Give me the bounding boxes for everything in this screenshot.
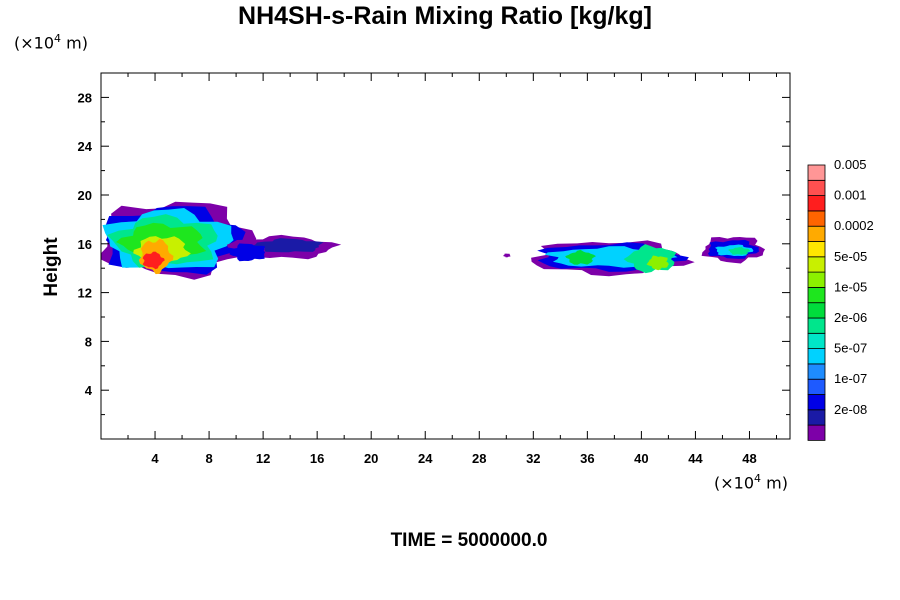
colorbar-swatch: [807, 225, 826, 242]
field-contour-1e-05: [646, 255, 669, 271]
colorbar-label: 5e-07: [834, 341, 867, 356]
colorbar-label: 5e-05: [834, 249, 867, 264]
colorbar-swatch: [807, 210, 826, 227]
y-tick-label: 24: [78, 139, 93, 154]
field-contour-core: [142, 251, 165, 270]
y-tick-label: 12: [78, 286, 92, 301]
x-tick-label: 40: [634, 451, 648, 466]
x-tick-label: 28: [472, 451, 486, 466]
x-tick-label: 24: [418, 451, 433, 466]
colorbar-label: 1e-05: [834, 279, 867, 294]
field-contour-2e-08: [503, 253, 511, 258]
x-axis: 4 8 12 16 20 24 28 32 36 40 44 48: [127, 73, 777, 466]
field-contour-1e-07: [253, 238, 324, 253]
colorbar-swatch: [807, 256, 826, 273]
colorbar-swatch: [807, 164, 826, 181]
colorbar-label: 0.0002: [834, 218, 874, 233]
x-tick-label: 20: [364, 451, 378, 466]
x-tick-label: 32: [526, 451, 540, 466]
colorbar-swatch: [807, 409, 826, 426]
y-tick-label: 28: [78, 90, 92, 105]
field-contour-2e-06: [728, 247, 751, 255]
plot-frame: [100, 72, 791, 440]
field-contour-5e-07: [229, 243, 266, 262]
x-tick-label: 44: [688, 451, 703, 466]
colorbar-swatch: [807, 241, 826, 258]
colorbar-swatch: [807, 317, 826, 334]
colorbar-swatch: [807, 394, 826, 411]
mixing-ratio-field: [101, 201, 765, 280]
colorbar: 2e-08 1e-07 5e-07 2e-06 1e-05 5e-05 0.0002 0.00…: [807, 157, 874, 441]
x-tick-label: 16: [310, 451, 324, 466]
colorbar-swatch: [807, 271, 826, 288]
colorbar-swatch: [807, 348, 826, 365]
x-tick-label: 4: [151, 451, 159, 466]
colorbar-swatch: [807, 424, 826, 441]
colorbar-label: 2e-06: [834, 310, 867, 325]
y-tick-label: 4: [85, 383, 93, 398]
colorbar-swatch: [807, 363, 826, 380]
chart-title: NH4SH-s-Rain Mixing Ratio [kg/kg]: [238, 2, 652, 30]
colorbar-label: 1e-07: [834, 371, 867, 386]
colorbar-label: 0.005: [834, 157, 867, 172]
y-axis: 4 8 12 16 20 24 28: [78, 90, 790, 416]
colorbar-label: 2e-08: [834, 402, 867, 417]
colorbar-swatch: [807, 179, 826, 197]
colorbar-swatch: [807, 378, 826, 395]
y-tick-label: 16: [78, 237, 92, 252]
x-tick-label: 36: [580, 451, 594, 466]
x-tick-label: 48: [742, 451, 756, 466]
y-tick-label: 8: [85, 334, 92, 349]
colorbar-swatch: [807, 195, 826, 212]
x-unit-label: (×104 m): [714, 472, 788, 493]
field-contour-1e-05: [565, 249, 596, 265]
y-unit-label: (×104 m): [14, 32, 88, 53]
colorbar-swatch: [807, 286, 826, 304]
time-label: TIME = 5000000.0: [390, 530, 548, 551]
x-tick-label: 12: [256, 451, 270, 466]
y-tick-label: 20: [78, 188, 92, 203]
x-tick-label: 8: [205, 451, 212, 466]
colorbar-label: 0.001: [834, 188, 867, 203]
colorbar-swatch: [807, 302, 826, 319]
colorbar-swatch: [807, 332, 826, 349]
